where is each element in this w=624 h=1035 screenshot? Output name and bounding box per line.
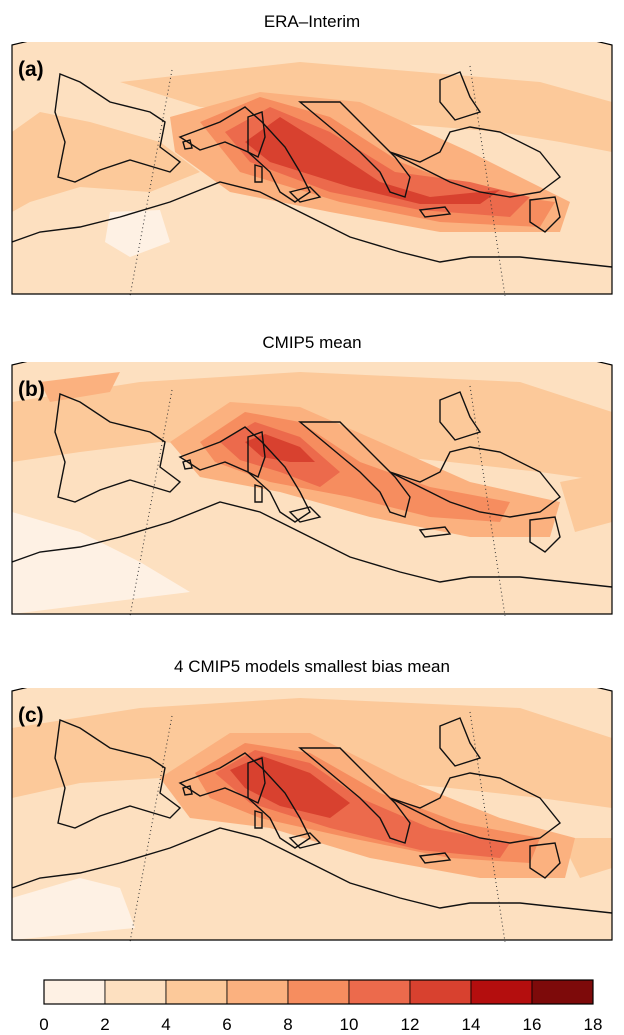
colorbar-tick-label: 8	[283, 1015, 292, 1034]
colorbar-tick-label: 16	[523, 1015, 542, 1034]
colorbar-tick-label: 18	[584, 1015, 603, 1034]
colorbar-swatch	[287, 979, 350, 1005]
panel-label-b: (b)	[18, 378, 45, 401]
colorbar-swatch	[531, 979, 594, 1005]
colorbar-tick-label: 6	[222, 1015, 231, 1034]
colorbar-swatch	[470, 979, 533, 1005]
colorbar-frame	[43, 979, 594, 1005]
meridians-a	[129, 65, 506, 296]
panel-label-a: (a)	[18, 58, 44, 81]
colorbar: 0 2 4 6 8 10 12 14 16 18	[39, 979, 602, 1034]
colorbar-tick-labels: 0 2 4 6 8 10 12 14 16 18	[39, 1015, 602, 1034]
coastlines-b	[12, 391, 612, 588]
colorbar-swatch	[409, 979, 472, 1005]
meridians-b	[129, 385, 506, 616]
colorbar-swatch	[348, 979, 411, 1005]
colorbar-tick-label: 0	[39, 1015, 48, 1034]
colorbar-swatch	[104, 979, 167, 1005]
colorbar-tick-label: 10	[340, 1015, 359, 1034]
colorbar-tick-label: 12	[401, 1015, 420, 1034]
panel-b-title: CMIP5 mean	[262, 333, 362, 352]
colorbar-swatches	[43, 979, 594, 1005]
colorbar-swatch	[226, 979, 289, 1005]
coastlines-a	[12, 71, 612, 268]
colorbar-tick-label: 2	[100, 1015, 109, 1034]
colorbar-tick-label: 14	[462, 1015, 481, 1034]
panel-a-title: ERA–Interim	[263, 12, 361, 31]
coastlines-c	[12, 717, 612, 914]
colorbar-tick-label: 4	[161, 1015, 170, 1034]
colorbar-swatch	[43, 979, 106, 1005]
colorbar-swatch	[165, 979, 228, 1005]
panel-label-c: (c)	[18, 704, 44, 727]
map-panel-a: (a)	[10, 42, 614, 296]
panel-c-title: 4 CMIP5 models smallest bias mean	[174, 657, 450, 676]
meridians-c	[129, 711, 506, 942]
map-panel-c: (c)	[10, 688, 614, 942]
map-panel-b: (b)	[10, 362, 614, 616]
